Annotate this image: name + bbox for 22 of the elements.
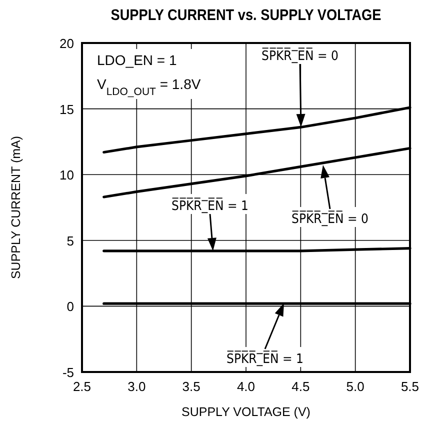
y-tick-label: 5 [66,233,74,248]
annotation: LDO_EN = 1 [97,52,177,68]
y-tick-label: 15 [60,102,74,117]
x-tick-label: 4.0 [236,379,256,394]
annotation: S̅P̅K̅R̅_̅E̅N̅ = 0 [292,210,368,227]
x-tick-label: 2.5 [72,379,92,394]
x-tick-label: 5.0 [346,379,364,394]
y-tick-label: 0 [66,299,74,314]
x-tick-label: 5.5 [400,379,420,394]
y-axis-title: SUPPLY CURRENT (mA) [9,136,23,280]
x-tick-label: 4.5 [292,379,310,394]
annotation: S̅P̅K̅R̅_̅E̅N̅ = 1 [172,198,248,214]
chart-title: SUPPLY CURRENT vs. SUPPLY VOLTAGE [110,7,382,24]
annotation: S̅P̅K̅R̅_̅E̅N̅ = 0 [262,48,338,64]
y-tick-label: -5 [62,365,74,380]
x-tick-label: 3.0 [128,379,146,394]
x-tick-label: 3.5 [182,379,200,394]
x-axis-title: SUPPLY VOLTAGE (V) [182,405,310,419]
y-tick-label: 10 [60,168,74,183]
annotation: S̅P̅K̅R̅_̅E̅N̅ = 1 [226,350,304,367]
annotation: V$_{LDO_OUT}$ = 1.8V [97,76,202,98]
y-tick-label: 20 [60,36,74,51]
